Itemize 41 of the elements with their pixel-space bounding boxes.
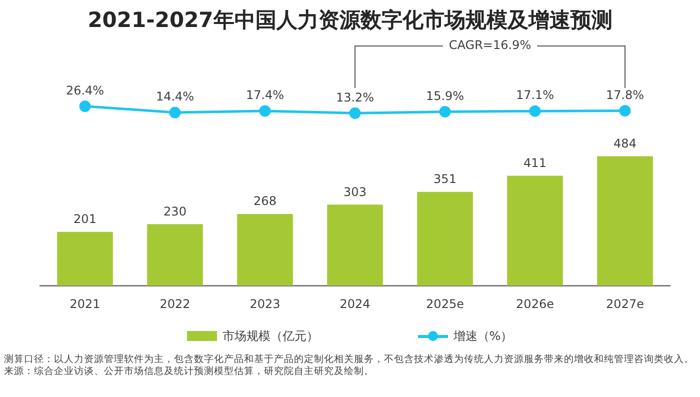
x-tick-label: 2027e: [606, 296, 644, 311]
data-label: 351: [434, 172, 456, 186]
bar: [327, 204, 383, 286]
bar: [597, 156, 653, 286]
bar: [147, 224, 203, 286]
data-label: 17.8%: [606, 88, 644, 102]
data-label: 17.1%: [516, 88, 554, 102]
point: [529, 105, 541, 117]
legend-label: 市场规模（亿元）: [222, 328, 318, 344]
bar: [507, 176, 563, 286]
bar: [57, 232, 113, 286]
text: 测算口径：以人力资源管理软件为主，包含数字化产品和基于产品的定制化相关服务，不包含技术渗透为传统人力资源服务带来的增收和纯管理咨询类收入。: [4, 354, 695, 366]
data-label: 201: [74, 212, 96, 226]
source-note: 来源：综合企业访谈、公开市场信息及统计预测模型估算，研究院自主研究及绘制。: [4, 366, 375, 378]
data-label: 17.4%: [246, 88, 284, 102]
data-label: 26.4%: [66, 83, 104, 98]
point: [619, 104, 631, 116]
x-tick-label: 2024: [340, 296, 370, 311]
point: [169, 106, 181, 118]
data-label: 268: [254, 194, 276, 208]
chart-title: 2021-2027年中国人力资源数字化市场规模及增速预测: [86, 7, 614, 34]
data-label: 411: [524, 156, 546, 170]
x-tick-label: 2022: [160, 296, 190, 311]
data-label: 303: [344, 184, 366, 199]
point: [349, 107, 361, 119]
data-label: 14.4%: [156, 90, 194, 104]
point: [79, 100, 91, 112]
x-tick-label: 2025e: [426, 296, 464, 311]
data-label: 15.9%: [426, 88, 464, 103]
data-label: 230: [164, 204, 186, 218]
text: CAGR=16.9%: [448, 38, 532, 52]
x-tick-label: 2021: [70, 296, 100, 311]
point: [259, 105, 271, 117]
x-tick-label: 2023: [250, 296, 280, 311]
bar: [417, 192, 473, 286]
bar: [237, 214, 293, 286]
data-label: 13.2%: [336, 90, 374, 104]
x-tick-label: 2026e: [516, 296, 554, 311]
point: [439, 106, 451, 118]
legend-label: 增速（%）: [453, 328, 513, 344]
data-label: 484: [614, 136, 636, 150]
